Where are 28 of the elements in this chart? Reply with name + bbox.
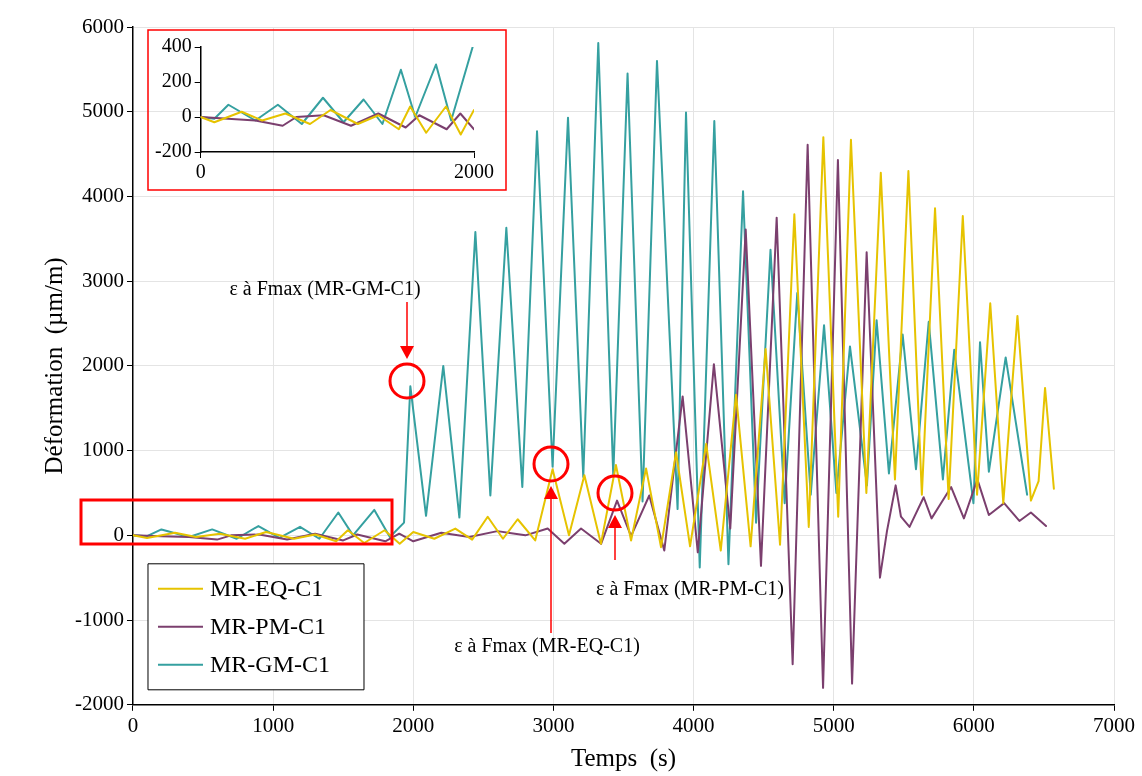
- y-tick-label: -200: [154, 139, 192, 162]
- x-tick-label: 2000: [392, 712, 435, 737]
- x-tick-label: 4000: [672, 712, 715, 737]
- y-tick-label: 5000: [81, 98, 124, 123]
- y-tick-label: 3000: [81, 267, 124, 292]
- annotation: ε à Fmax (MR-GM-C1): [229, 277, 421, 301]
- y-tick-label: 4000: [81, 182, 124, 207]
- y-tick-label: 400: [161, 34, 192, 57]
- y-tick-label: 1000: [81, 437, 124, 462]
- y-tick-label: 2000: [81, 352, 124, 377]
- annotation: ε à Fmax (MR-PM-C1): [596, 577, 784, 601]
- y-tick-label: 0: [113, 521, 124, 546]
- annotation: ε à Fmax (MR-EQ-C1): [454, 634, 640, 658]
- y-axis-title: Déformation (µm/m): [39, 257, 68, 475]
- legend-label: MR-EQ-C1: [209, 575, 324, 602]
- y-tick-label: 6000: [81, 13, 124, 38]
- x-tick-label: 6000: [952, 712, 995, 737]
- x-tick-label: 7000: [1093, 712, 1135, 737]
- y-tick-label: 0: [181, 104, 192, 127]
- y-tick-label: -1000: [74, 606, 124, 631]
- y-tick-label: 200: [161, 69, 192, 92]
- y-tick-label: -2000: [74, 691, 124, 716]
- x-tick-label: 5000: [812, 712, 855, 737]
- legend-label: MR-GM-C1: [209, 651, 331, 678]
- x-tick-label: 3000: [532, 712, 575, 737]
- x-tick-label: 1000: [252, 712, 295, 737]
- x-axis-title: Temps (s): [570, 743, 677, 772]
- legend-label: MR-PM-C1: [209, 613, 327, 640]
